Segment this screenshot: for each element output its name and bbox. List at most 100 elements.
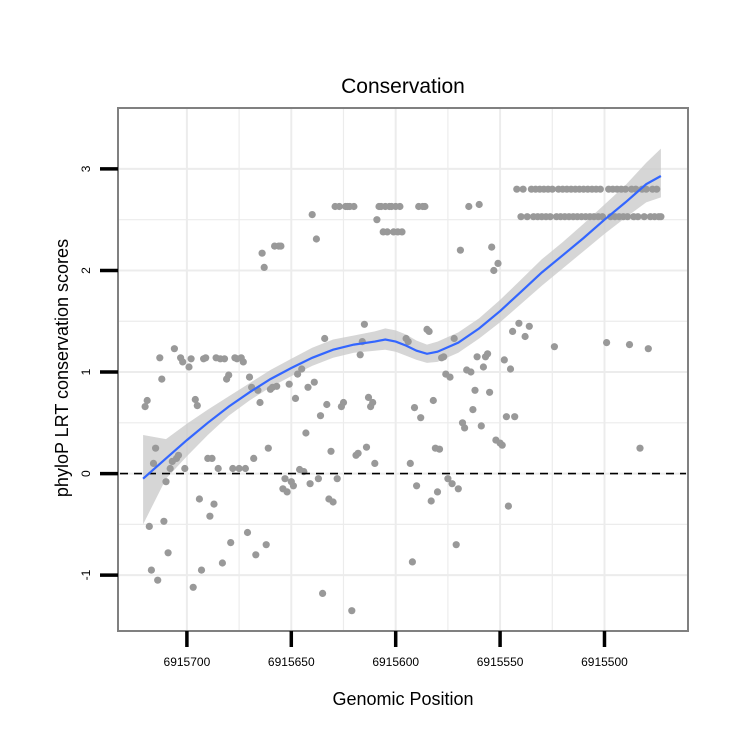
data-point xyxy=(202,354,210,362)
data-point xyxy=(398,228,406,236)
data-point xyxy=(444,475,452,483)
data-point xyxy=(410,404,419,412)
data-point xyxy=(285,380,293,388)
data-point xyxy=(321,334,329,343)
data-point xyxy=(147,566,155,574)
data-point xyxy=(214,464,222,473)
data-point xyxy=(596,185,604,193)
data-point xyxy=(603,339,611,347)
data-point xyxy=(235,464,243,473)
y-tick-label: 1 xyxy=(79,368,93,375)
data-point xyxy=(657,213,665,221)
data-point xyxy=(218,559,226,567)
data-point xyxy=(306,480,314,488)
y-tick-label: 3 xyxy=(79,165,93,172)
data-point xyxy=(653,185,661,193)
data-point xyxy=(521,332,529,341)
data-point xyxy=(508,327,517,335)
data-point xyxy=(440,353,448,361)
data-point xyxy=(227,539,235,547)
data-point xyxy=(277,242,285,250)
data-point xyxy=(154,576,162,584)
data-point xyxy=(195,495,203,503)
data-point xyxy=(621,185,630,193)
data-point xyxy=(304,383,312,391)
x-tick-label: 6915500 xyxy=(581,655,628,669)
data-point xyxy=(189,583,197,591)
data-point xyxy=(519,185,527,193)
data-point xyxy=(634,213,642,221)
data-point xyxy=(264,444,272,452)
data-point xyxy=(316,412,325,420)
data-point xyxy=(477,422,485,430)
data-point xyxy=(149,459,158,467)
data-point xyxy=(181,464,189,473)
smooth-trend-line xyxy=(142,175,662,480)
data-point xyxy=(446,373,454,381)
data-point xyxy=(625,341,634,349)
x-axis-title: Genomic Position xyxy=(332,689,473,709)
data-point xyxy=(281,475,289,483)
data-point xyxy=(546,213,554,221)
data-point xyxy=(170,345,178,353)
data-point xyxy=(506,365,515,373)
data-point xyxy=(450,334,458,343)
data-point xyxy=(174,451,183,459)
data-point xyxy=(408,558,416,566)
data-point xyxy=(550,343,559,351)
data-point xyxy=(245,373,254,381)
data-point xyxy=(187,355,195,363)
data-point xyxy=(323,400,331,409)
data-point xyxy=(210,500,218,508)
data-point xyxy=(241,464,249,473)
data-point xyxy=(294,370,302,378)
y-tick-label: -1 xyxy=(79,569,93,580)
data-point xyxy=(373,216,381,224)
data-point xyxy=(166,464,174,473)
x-tick-label: 6915700 xyxy=(164,655,211,669)
data-point xyxy=(517,213,525,221)
data-point xyxy=(193,402,201,410)
data-point xyxy=(308,211,316,219)
y-tick-label: 0 xyxy=(79,470,93,477)
data-point xyxy=(160,517,168,525)
data-point xyxy=(383,228,391,236)
data-point xyxy=(471,386,479,394)
data-point xyxy=(348,607,356,615)
data-point xyxy=(465,202,473,211)
data-point xyxy=(273,382,281,390)
data-point xyxy=(327,447,335,455)
data-point xyxy=(339,398,348,407)
data-point xyxy=(435,445,444,453)
data-point xyxy=(250,454,258,462)
data-point xyxy=(354,449,362,457)
data-point xyxy=(310,378,318,386)
data-point xyxy=(494,259,502,267)
data-point xyxy=(312,235,320,243)
data-point xyxy=(421,202,429,211)
data-point xyxy=(145,522,153,531)
data-point xyxy=(333,475,341,483)
x-tick-label: 6915600 xyxy=(372,655,419,669)
x-tick-label: 6915550 xyxy=(477,655,524,669)
data-point xyxy=(461,424,469,432)
x-tick-label: 6915650 xyxy=(268,655,315,669)
plot-area: 6915700 6915650 6915600 6915550 6915500 -1 0 1 2… xyxy=(79,107,689,669)
y-axis-title: phyloP LRT conservation scores xyxy=(52,239,72,497)
data-point xyxy=(152,444,160,452)
data-point xyxy=(427,497,435,505)
data-point xyxy=(479,363,487,371)
data-point xyxy=(640,213,648,221)
data-point xyxy=(511,413,519,421)
data-point xyxy=(239,358,247,366)
data-point xyxy=(156,354,164,362)
data-point xyxy=(500,356,508,364)
data-point xyxy=(429,396,437,405)
data-point xyxy=(484,350,492,358)
data-point xyxy=(319,589,327,598)
data-point xyxy=(513,185,521,193)
data-point xyxy=(298,365,306,373)
data-point xyxy=(206,512,214,520)
data-point xyxy=(475,200,483,209)
